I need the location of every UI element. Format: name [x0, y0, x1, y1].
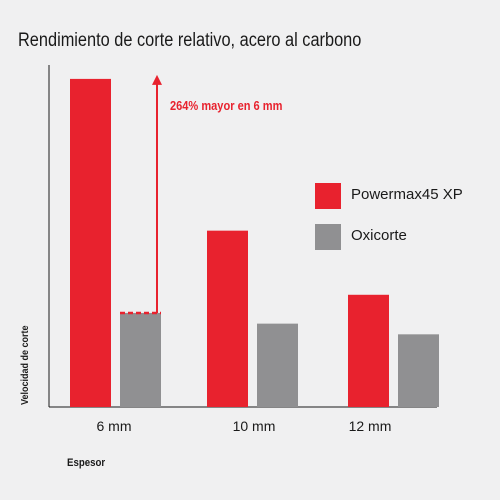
bar-powermax-12mm — [348, 294, 389, 407]
annotation-label: 264% mayor en 6 mm — [170, 98, 283, 113]
annotation-arrow-head — [152, 74, 162, 85]
bar-powermax-10mm — [207, 230, 248, 407]
bar-oxicorte-6mm — [120, 312, 161, 407]
legend-label-oxicorte: Oxicorte — [351, 227, 407, 244]
chart-title: Rendimiento de corte relativo, acero al … — [18, 30, 362, 51]
x-tick-label-6mm: 6 mm — [96, 418, 132, 434]
bar-powermax-6mm — [70, 78, 111, 408]
bar-oxicorte-10mm — [257, 323, 298, 407]
bar-oxicorte-12mm — [398, 334, 439, 407]
x-tick-label-10mm: 10 mm — [232, 418, 276, 434]
x-axis-label: Espesor — [67, 457, 106, 469]
x-tick-label-12mm: 12 mm — [348, 418, 392, 434]
legend-swatch-powermax — [315, 183, 341, 209]
y-axis-label: Velocidad de corte — [20, 325, 31, 405]
legend-label-powermax: Powermax45 XP — [351, 186, 463, 203]
legend-swatch-oxicorte — [315, 224, 341, 250]
